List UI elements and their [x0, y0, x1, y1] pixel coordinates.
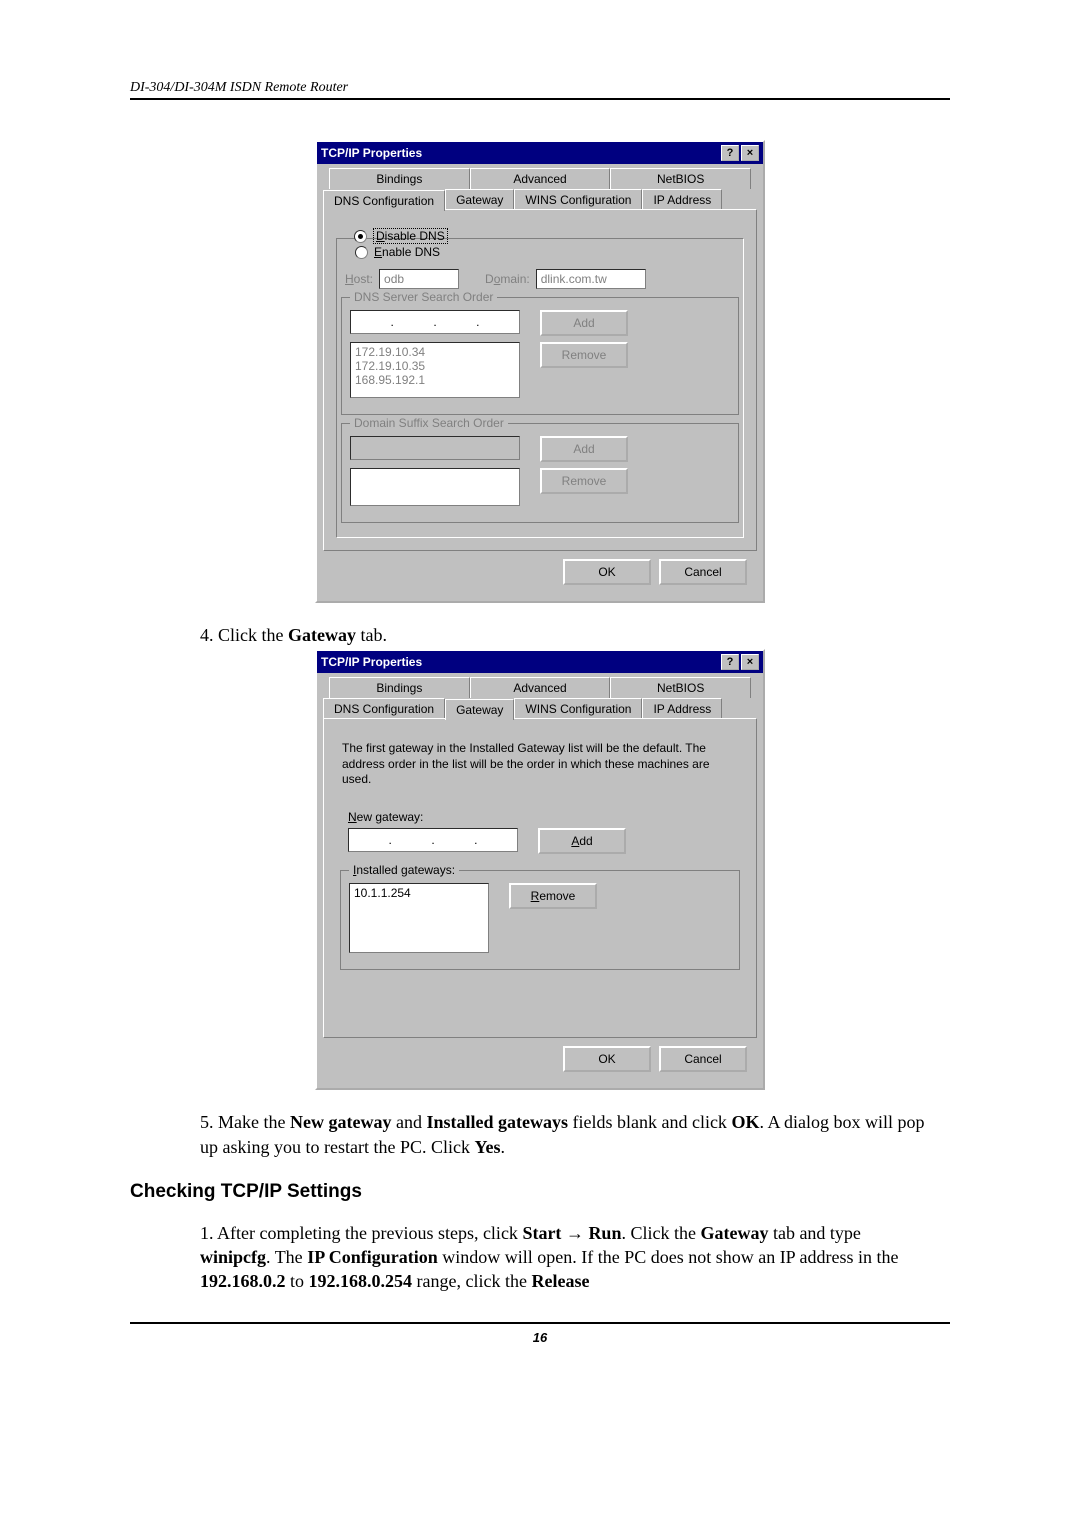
installed-gateways-list[interactable]: 10.1.1.254: [349, 883, 489, 953]
tcpip-properties-dialog-1: TCP/IP Properties ? × Bindings Advanced …: [315, 140, 765, 603]
help-icon[interactable]: ?: [721, 654, 739, 670]
section-heading: Checking TCP/IP Settings: [130, 1181, 950, 1203]
tab-gateway[interactable]: Gateway: [445, 699, 514, 720]
domain-suffix-list[interactable]: [350, 468, 520, 506]
list-item: 172.19.10.34: [355, 345, 515, 359]
gateway-remove-button[interactable]: Remove: [509, 883, 597, 909]
tab-gateway[interactable]: Gateway: [445, 189, 514, 210]
list-item: 172.19.10.35: [355, 359, 515, 373]
tab-bindings[interactable]: Bindings: [329, 168, 470, 189]
domain-suffix-order-label: Domain Suffix Search Order: [350, 416, 508, 430]
dns-add-button[interactable]: Add: [540, 310, 628, 336]
dialog-title: TCP/IP Properties: [321, 146, 422, 160]
list-item: 168.95.192.1: [355, 373, 515, 387]
close-icon[interactable]: ×: [741, 654, 759, 670]
domain-label: Domain:: [485, 272, 530, 286]
dns-server-list[interactable]: 172.19.10.34 172.19.10.35 168.95.192.1: [350, 342, 520, 398]
tcpip-properties-dialog-2: TCP/IP Properties ? × Bindings Advanced …: [315, 649, 765, 1090]
titlebar: TCP/IP Properties ? ×: [317, 142, 763, 164]
tab-wins-config[interactable]: WINS Configuration: [514, 698, 642, 719]
radio-enable-dns-label: Enable DNS: [374, 245, 440, 259]
tab-ip-address[interactable]: IP Address: [642, 189, 722, 210]
host-field[interactable]: odb: [379, 269, 459, 289]
dns-server-order-label: DNS Server Search Order: [350, 290, 497, 304]
new-gateway-input[interactable]: ...: [348, 828, 518, 852]
dns-remove-button[interactable]: Remove: [540, 342, 628, 368]
list-item: 10.1.1.254: [354, 886, 484, 900]
cancel-button[interactable]: Cancel: [659, 559, 747, 585]
tab-advanced[interactable]: Advanced: [470, 677, 611, 698]
suffix-remove-button[interactable]: Remove: [540, 468, 628, 494]
radio-disable-dns-label: Disable DNS: [373, 228, 448, 244]
tab-netbios[interactable]: NetBIOS: [610, 168, 751, 189]
gateway-add-button[interactable]: Add: [538, 828, 626, 854]
radio-disable-dns[interactable]: [354, 230, 367, 243]
titlebar: TCP/IP Properties ? ×: [317, 651, 763, 673]
dialog-title: TCP/IP Properties: [321, 655, 422, 669]
domain-field[interactable]: dlink.com.tw: [536, 269, 646, 289]
tab-wins-config[interactable]: WINS Configuration: [514, 189, 642, 210]
installed-gateways-label: Installed gateways:: [349, 863, 459, 877]
tab-advanced[interactable]: Advanced: [470, 168, 611, 189]
cancel-button[interactable]: Cancel: [659, 1046, 747, 1072]
help-icon[interactable]: ?: [721, 145, 739, 161]
radio-enable-dns[interactable]: [355, 246, 368, 259]
gateway-description: The first gateway in the Installed Gatew…: [342, 741, 738, 788]
domain-suffix-input[interactable]: [350, 436, 520, 460]
tab-netbios[interactable]: NetBIOS: [610, 677, 751, 698]
tab-bindings[interactable]: Bindings: [329, 677, 470, 698]
tab-dns-config[interactable]: DNS Configuration: [323, 698, 445, 719]
step-4-text: 4. Click the Gateway tab.: [200, 623, 930, 647]
page-footer: 16: [130, 1322, 950, 1345]
new-gateway-label: New gateway:: [348, 810, 744, 824]
step-1-text: 1. After completing the previous steps, …: [200, 1221, 930, 1294]
ok-button[interactable]: OK: [563, 559, 651, 585]
host-label: Host:: [345, 272, 373, 286]
dns-ip-input[interactable]: ...: [350, 310, 520, 334]
step-5-text: 5. Make the New gateway and Installed ga…: [200, 1110, 930, 1159]
ok-button[interactable]: OK: [563, 1046, 651, 1072]
tab-ip-address[interactable]: IP Address: [642, 698, 722, 719]
doc-header: DI-304/DI-304M ISDN Remote Router: [130, 80, 950, 100]
close-icon[interactable]: ×: [741, 145, 759, 161]
suffix-add-button[interactable]: Add: [540, 436, 628, 462]
tab-dns-config[interactable]: DNS Configuration: [323, 190, 445, 211]
